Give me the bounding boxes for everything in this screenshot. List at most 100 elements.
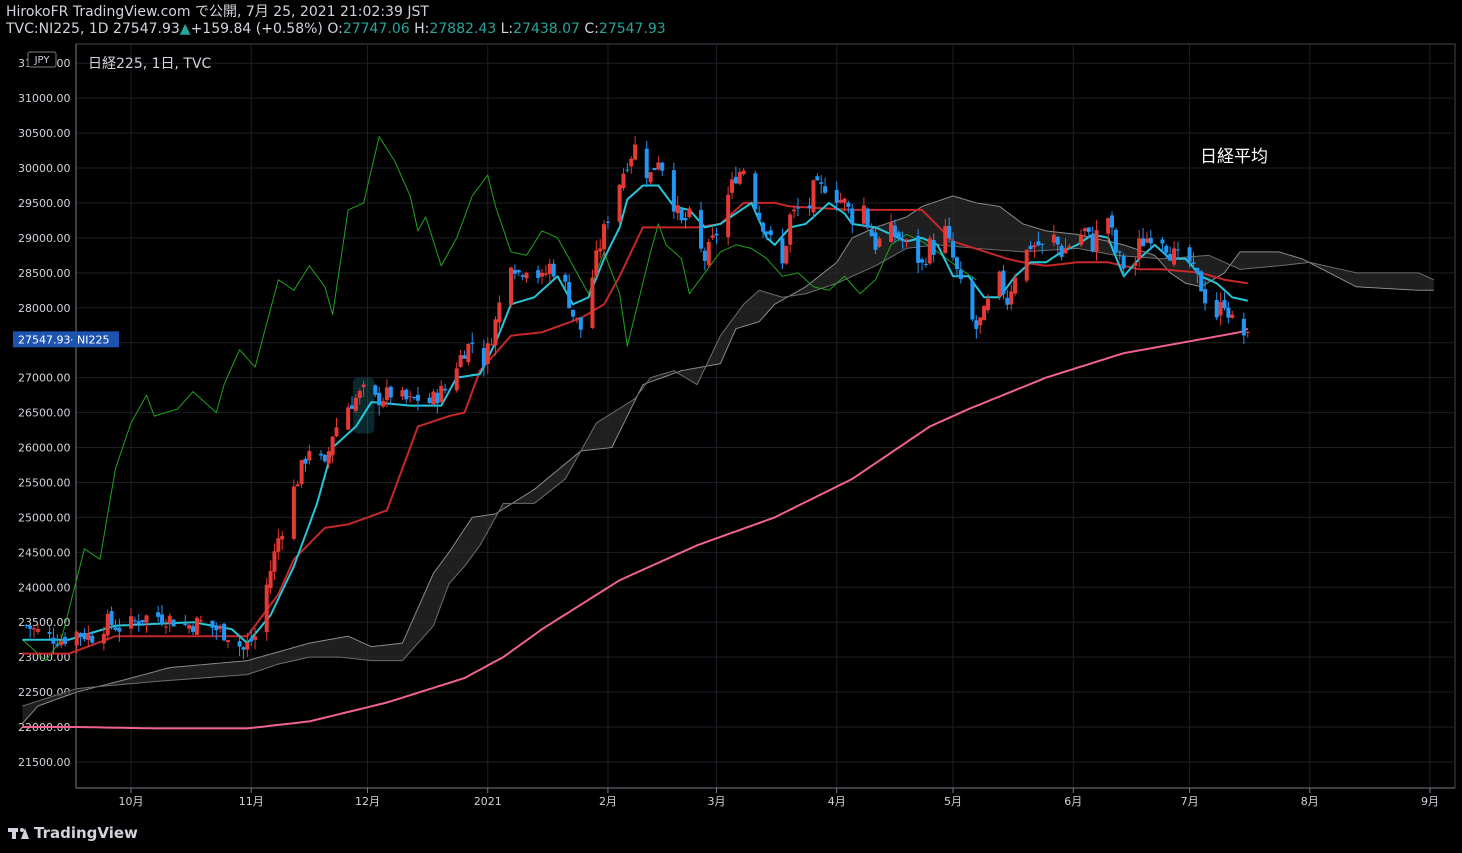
candle-down (1214, 300, 1219, 318)
candle-down (954, 257, 959, 270)
candle-up (675, 205, 680, 214)
chart-header: HirokoFR TradingView.com で公開, 7月 25, 202… (6, 4, 666, 38)
candle-up (1133, 262, 1138, 266)
candle-down (850, 208, 855, 224)
candle-down (1203, 289, 1208, 304)
y-tick-label: 30000.00 (18, 162, 71, 175)
tradingview-logo[interactable]: TradingView (8, 824, 138, 842)
candle-down (947, 225, 952, 239)
candle-down (931, 239, 936, 255)
annotation-label: 日経平均 (1200, 147, 1268, 167)
y-tick-label: 28000.00 (18, 302, 71, 315)
candle-up (1245, 331, 1250, 333)
candle-up (726, 194, 731, 238)
candle-down (388, 386, 393, 398)
close-value: 27547.93 (598, 21, 666, 37)
candle-down (24, 625, 29, 627)
candle-up (629, 158, 634, 167)
candle-up (861, 205, 866, 224)
candle-up (105, 613, 110, 636)
candle-down (1175, 249, 1180, 251)
candle-down (435, 392, 440, 404)
chikou-span-line (22, 136, 977, 662)
candle-up (543, 273, 548, 275)
candle-up (985, 298, 990, 311)
candle-down (78, 633, 83, 637)
candle-up (877, 238, 882, 247)
candle-down (1113, 229, 1118, 253)
candle-up (330, 436, 335, 456)
candle-up (334, 427, 339, 437)
y-tick-label: 30500.00 (18, 127, 71, 140)
candle-up (357, 390, 362, 398)
candle-up (194, 617, 199, 635)
currency-badge[interactable] (27, 51, 57, 68)
candle-down (1090, 233, 1095, 252)
candle-down (671, 170, 676, 212)
candle-up (291, 486, 296, 539)
candle-up (594, 250, 599, 276)
candle-down (322, 454, 327, 462)
candle-down (578, 317, 583, 330)
candle-down (1199, 271, 1204, 292)
candle-down (846, 202, 851, 207)
ichimoku-cloud (22, 195, 1434, 724)
last-price-badge (13, 331, 119, 348)
candle-down (90, 635, 95, 643)
candle-down (571, 309, 576, 317)
candle-down (222, 623, 227, 641)
tradingview-logo-icon (8, 826, 29, 840)
candle-up (943, 225, 948, 253)
candle-up (706, 241, 711, 266)
y-tick-label: 29500.00 (18, 197, 71, 210)
candle-down (896, 232, 901, 240)
change-value: +159.84 (+0.58%) (190, 21, 323, 37)
candle-down (132, 620, 137, 622)
candle-up (489, 344, 494, 346)
candle-up (400, 390, 405, 397)
candle-up (927, 238, 932, 264)
candle-up (1051, 234, 1056, 243)
candle-down (702, 250, 707, 261)
candle-down (210, 620, 215, 628)
y-tick-label: 25500.00 (18, 476, 71, 489)
candle-up (842, 198, 847, 203)
last-price-value: 27547.93 (18, 333, 71, 346)
candle-up (280, 536, 285, 540)
candle-down (958, 269, 963, 280)
candle-up (272, 551, 277, 572)
candle-up (458, 355, 463, 367)
candle-down (920, 259, 925, 263)
y-tick-label: 25000.00 (18, 511, 71, 524)
candle-down (319, 453, 324, 456)
y-tick-label: 29000.00 (18, 232, 71, 245)
candle-down (768, 230, 773, 236)
candle-up (129, 616, 133, 629)
candle-up (264, 584, 269, 633)
candle-down (1117, 251, 1122, 253)
y-tick-label: 26500.00 (18, 407, 71, 420)
candle-up (307, 451, 312, 461)
candle-up (101, 633, 106, 644)
candle-down (807, 205, 812, 209)
candle-down (1036, 241, 1041, 246)
candle-up (1137, 238, 1142, 260)
candle-up (353, 397, 358, 411)
candle-down (117, 627, 122, 632)
senkou-span-a-line (22, 195, 1434, 724)
candle-up (253, 636, 258, 640)
candle-up (633, 144, 638, 160)
candle-down (900, 239, 905, 242)
candle-up (1067, 246, 1072, 248)
candle-down (1195, 267, 1200, 274)
candle-up (439, 385, 444, 403)
candle-down (1040, 243, 1045, 245)
candle-up (167, 615, 172, 624)
candle-up (730, 179, 735, 193)
candle-down (1241, 318, 1246, 336)
candle-up (811, 180, 816, 213)
y-tick-label: 31000.00 (18, 92, 71, 105)
candle-down (761, 222, 766, 232)
candle-up (276, 538, 281, 552)
